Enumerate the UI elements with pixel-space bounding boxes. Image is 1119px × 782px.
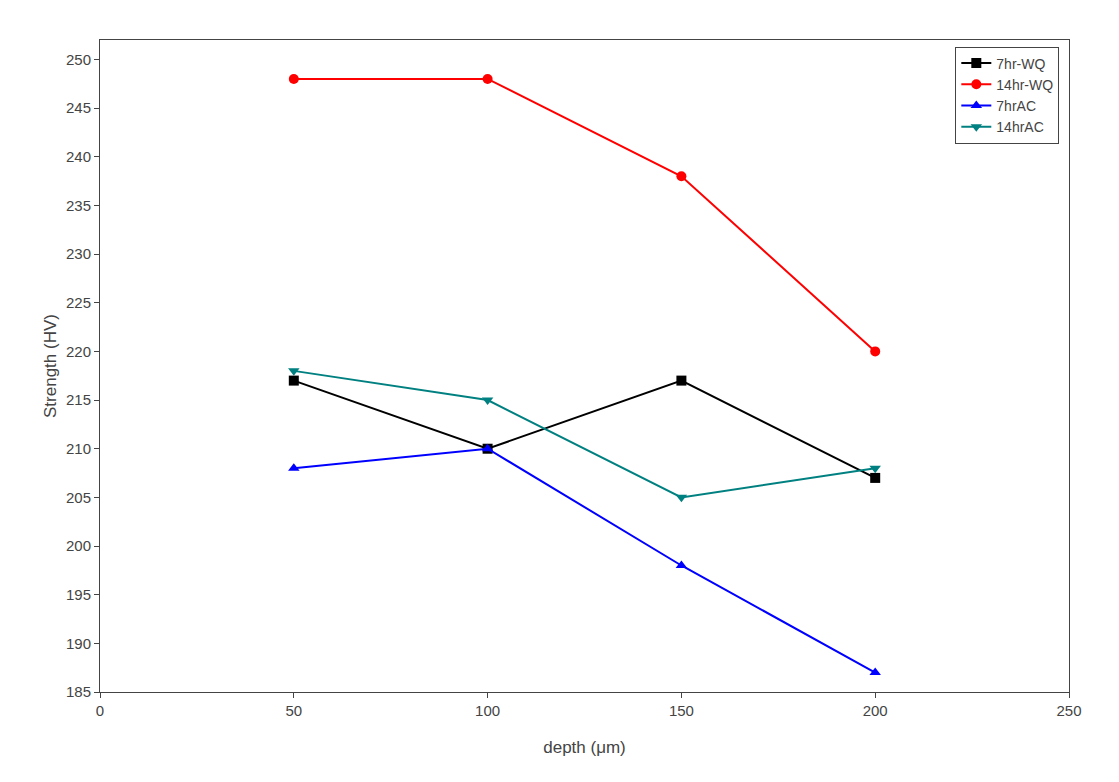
svg-text:205: 205	[66, 489, 91, 506]
svg-text:225: 225	[66, 294, 91, 311]
svg-text:220: 220	[66, 343, 91, 360]
svg-text:210: 210	[66, 440, 91, 457]
svg-text:0: 0	[96, 702, 104, 719]
svg-text:230: 230	[66, 245, 91, 262]
svg-text:14hr-WQ: 14hr-WQ	[996, 77, 1053, 93]
svg-text:190: 190	[66, 635, 91, 652]
svg-text:250: 250	[66, 51, 91, 68]
svg-text:235: 235	[66, 197, 91, 214]
svg-text:250: 250	[1056, 702, 1081, 719]
svg-text:200: 200	[66, 537, 91, 554]
svg-text:50: 50	[285, 702, 302, 719]
svg-text:7hr-WQ: 7hr-WQ	[996, 56, 1045, 72]
svg-text:7hrAC: 7hrAC	[996, 98, 1036, 114]
svg-text:240: 240	[66, 148, 91, 165]
svg-text:215: 215	[66, 391, 91, 408]
svg-text:245: 245	[66, 99, 91, 116]
svg-text:depth (μm): depth (μm)	[543, 738, 626, 757]
svg-text:14hrAC: 14hrAC	[996, 119, 1043, 135]
svg-text:150: 150	[669, 702, 694, 719]
svg-text:185: 185	[66, 683, 91, 700]
svg-text:100: 100	[475, 702, 500, 719]
svg-text:Strength (HV): Strength (HV)	[41, 314, 60, 418]
svg-text:195: 195	[66, 586, 91, 603]
svg-text:200: 200	[863, 702, 888, 719]
